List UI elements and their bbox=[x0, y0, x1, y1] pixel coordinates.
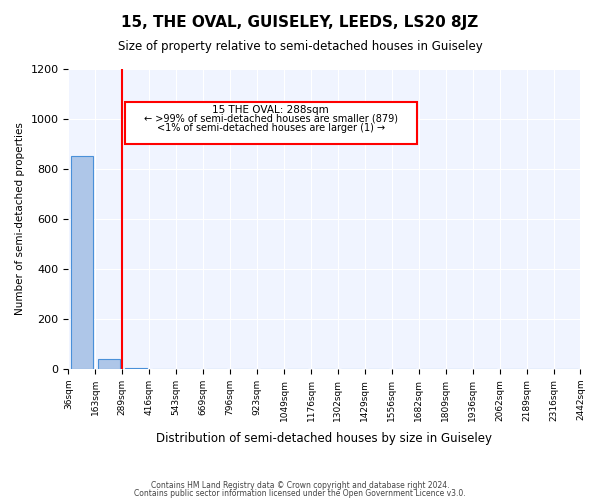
Text: Contains public sector information licensed under the Open Government Licence v3: Contains public sector information licen… bbox=[134, 488, 466, 498]
Text: <1% of semi-detached houses are larger (1) →: <1% of semi-detached houses are larger (… bbox=[157, 122, 385, 132]
Bar bbox=[125, 368, 146, 369]
Y-axis label: Number of semi-detached properties: Number of semi-detached properties bbox=[15, 122, 25, 316]
Text: Size of property relative to semi-detached houses in Guiseley: Size of property relative to semi-detach… bbox=[118, 40, 482, 53]
Bar bbox=[98, 359, 119, 369]
Text: 15, THE OVAL, GUISELEY, LEEDS, LS20 8JZ: 15, THE OVAL, GUISELEY, LEEDS, LS20 8JZ bbox=[121, 15, 479, 30]
FancyBboxPatch shape bbox=[125, 102, 416, 144]
Bar bbox=[152, 368, 173, 369]
Text: ← >99% of semi-detached houses are smaller (879): ← >99% of semi-detached houses are small… bbox=[143, 114, 398, 124]
X-axis label: Distribution of semi-detached houses by size in Guiseley: Distribution of semi-detached houses by … bbox=[157, 432, 493, 445]
Text: 15 THE OVAL: 288sqm: 15 THE OVAL: 288sqm bbox=[212, 104, 329, 115]
Bar bbox=[71, 156, 92, 369]
Text: Contains HM Land Registry data © Crown copyright and database right 2024.: Contains HM Land Registry data © Crown c… bbox=[151, 481, 449, 490]
